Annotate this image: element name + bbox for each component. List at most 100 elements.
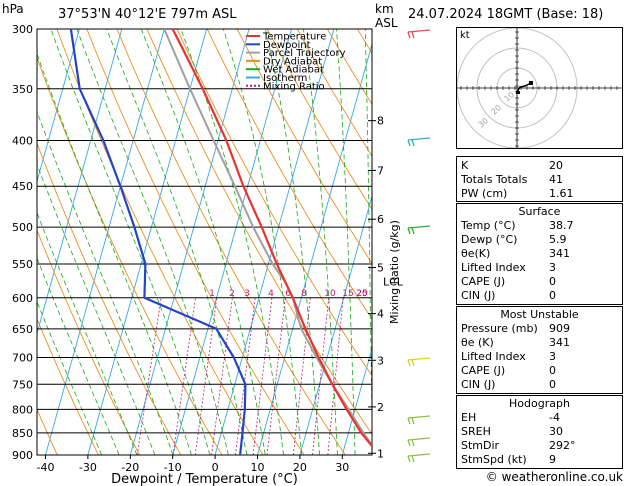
row-value: 341: [549, 247, 570, 260]
table-row: θe(K) 341: [457, 247, 622, 261]
wind-barb: [407, 29, 431, 39]
row-value: 1.61: [549, 187, 574, 200]
row-label: Pressure (mb): [461, 322, 538, 335]
dry-adiabat-line: [206, 29, 372, 320]
row-label: Lifted Index: [461, 261, 526, 274]
hodograph-ring-label: 10: [503, 90, 517, 103]
row-value: 20: [549, 159, 563, 172]
mixing-ratio-axis-label: Mixing Ratio (g/kg): [388, 220, 401, 324]
wet-adiabat-line: [336, 29, 356, 455]
table-title: Most Unstable: [500, 308, 579, 321]
row-label: StmDir: [461, 439, 500, 452]
table-row: Dewp (°C) 5.9: [457, 233, 622, 247]
pressure-tick-label: 600: [12, 292, 33, 305]
row-value: 41: [549, 173, 563, 186]
mixing-ratio-value-label: 20: [356, 289, 368, 299]
table-row: StmSpd (kt) 9: [457, 453, 622, 467]
station-location: 37°53'N 40°12'E 797m ASL: [58, 7, 237, 22]
height-unit-asl-label: ASL: [375, 16, 398, 30]
pressure-tick-label: 500: [12, 221, 33, 234]
row-label: CIN (J): [461, 378, 496, 391]
table-row: CIN (J) 0: [457, 289, 622, 303]
row-value: 30: [549, 425, 563, 438]
temperature-tick-label: -20: [121, 461, 139, 474]
table-title: Hodograph: [509, 397, 570, 410]
copyright-footer: © weatheronline.co.uk: [485, 470, 623, 484]
row-label: K: [461, 159, 469, 172]
row-label: StmSpd (kt): [461, 453, 527, 466]
indices-table: K 20 Totals Totals 41 PW (cm) 1.61: [456, 156, 623, 202]
dewpoint-line: [69, 29, 247, 455]
wet-adiabat-line: [37, 52, 192, 455]
mixing-ratio-line: [136, 297, 162, 455]
table-row: StmDir 292°: [457, 439, 622, 453]
wind-barb: [407, 357, 431, 367]
table-row: CAPE (J) 0: [457, 275, 622, 289]
table-row: Lifted Index 3: [457, 261, 622, 275]
pressure-tick-label: 450: [12, 180, 33, 193]
table-row: Lifted Index 3: [457, 350, 622, 364]
legend-entry: Parcel Trajectory: [263, 48, 346, 59]
row-value: 9: [549, 453, 556, 466]
lcl-label: LCL: [383, 275, 404, 288]
isotherm-line: [37, 29, 80, 183]
row-value: 0: [549, 289, 556, 302]
pressure-tick-label: 550: [12, 258, 33, 271]
km-tick-label: 3: [377, 354, 384, 367]
pressure-tick-label: 650: [12, 323, 33, 336]
pressure-tick-label: 800: [12, 403, 33, 416]
table-title: Surface: [518, 205, 561, 218]
km-tick-label: 4: [377, 308, 384, 321]
table-row: EH -4: [457, 411, 622, 425]
temperature-tick-label: 0: [212, 461, 219, 474]
row-label: Totals Totals: [461, 173, 528, 186]
table-row: PW (cm) 1.61: [457, 187, 622, 201]
temperature-tick-label: 20: [293, 461, 307, 474]
row-value: 0: [549, 275, 556, 288]
table-row: SREH 30: [457, 425, 622, 439]
forecast-datetime: 24.07.2024 18GMT (Base: 18): [408, 7, 604, 22]
temperature-tick-label: -30: [79, 461, 97, 474]
legend-entry: Wet Adiabat: [263, 65, 324, 76]
row-value: 3: [549, 350, 556, 363]
legend-entry: Mixing Ratio: [263, 81, 325, 92]
row-value: 292°: [549, 439, 576, 452]
mixing-ratio-value-label: 1: [209, 289, 215, 299]
row-value: 38.7: [549, 219, 574, 232]
row-label: SREH: [461, 425, 491, 438]
row-label: CAPE (J): [461, 275, 506, 288]
pressure-tick-label: 350: [12, 83, 33, 96]
mixing-ratio-value-label: 2: [229, 289, 235, 299]
row-value: 0: [549, 378, 556, 391]
pressure-tick-label: 900: [12, 449, 33, 462]
wind-barb: [407, 453, 431, 463]
legend-entry: Dewpoint: [263, 40, 311, 51]
temperature-line: [171, 29, 372, 448]
km-tick-label: 7: [377, 164, 384, 177]
mixing-ratio-line: [172, 297, 196, 455]
hodograph-trace: [516, 82, 532, 93]
pressure-tick-label: 750: [12, 378, 33, 391]
legend-entry: Dry Adiabat: [263, 56, 322, 67]
mixing-ratio-value-label: 15: [342, 289, 353, 299]
km-tick-label: 2: [377, 401, 384, 414]
table-row: CAPE (J) 0: [457, 364, 622, 378]
km-tick-label: 6: [377, 213, 384, 226]
pressure-tick-label: 300: [12, 23, 33, 36]
mixing-ratio-value-label: 25: [356, 289, 367, 299]
wind-barb: [407, 437, 431, 447]
mixing-ratio-value-label: 4: [268, 289, 274, 299]
row-label: PW (cm): [461, 187, 508, 200]
hodograph-ring-label: 20: [490, 103, 504, 116]
row-label: θe(K): [461, 247, 491, 260]
mixing-ratio-value-label: 8: [301, 289, 307, 299]
km-tick-label: 8: [377, 115, 384, 128]
hodograph-unit-label: kt: [460, 30, 470, 41]
km-tick-label: 1: [377, 447, 384, 460]
wind-barb: [407, 137, 431, 147]
table-row: Totals Totals 41: [457, 173, 622, 187]
table-row: Pressure (mb) 909: [457, 322, 622, 336]
